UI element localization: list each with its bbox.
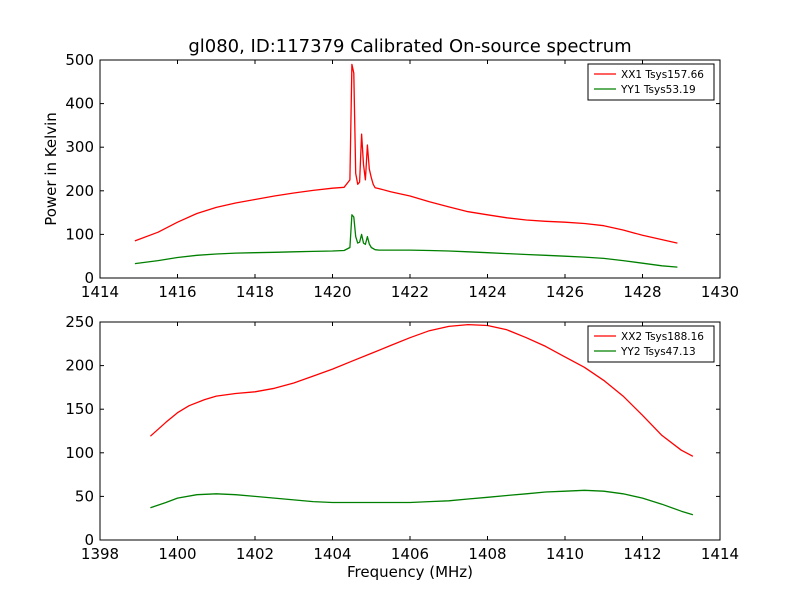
lower-spectrum-plot: 1398 1400 1402 1404 1406 1408 1410 1412 1414 0 50 1…	[65, 313, 739, 581]
x-tick-label: 1398	[81, 545, 119, 563]
x-tick-label: 1404	[313, 545, 351, 563]
x-tick-label: 1416	[158, 283, 196, 301]
x-tick-label: 1414	[701, 545, 739, 563]
x-axis-label: Frequency (MHz)	[347, 563, 473, 581]
x-tick-label: 1402	[236, 545, 274, 563]
y-tick-label: 500	[65, 51, 94, 69]
y-tick-label: 50	[75, 487, 94, 505]
x-tick-label: 1424	[468, 283, 506, 301]
x-tick-label: 1428	[623, 283, 661, 301]
y-tick-label: 400	[65, 95, 94, 113]
y-tick-label: 100	[65, 444, 94, 462]
series-line-xx	[149, 323, 694, 457]
chart-title: gl080, ID:117379 Calibrated On-source sp…	[188, 36, 631, 57]
x-tick-label: 1420	[313, 283, 351, 301]
y-tick-label: 0	[84, 531, 94, 549]
y-axis-label: Power in Kelvin	[42, 112, 60, 226]
x-tick-label: 1410	[546, 545, 584, 563]
x-tick-label: 1430	[701, 283, 739, 301]
x-tick-label: 1408	[468, 545, 506, 563]
upper-spectrum-plot: 1414 1416 1418 1420 1422 1424 1426 1428 1430 0 100…	[42, 36, 739, 301]
x-tick-label: 1422	[391, 283, 429, 301]
legend-box	[587, 63, 715, 101]
x-tick-label: 1414	[81, 283, 119, 301]
x-tick-label: 1426	[546, 283, 584, 301]
legend: XX1 Tsys157.66 YY1 Tsys53.19	[587, 63, 715, 101]
y-tick-label: 250	[65, 313, 94, 331]
x-tick-label: 1400	[158, 545, 196, 563]
series-line-yy	[134, 214, 678, 268]
y-tick-label: 200	[65, 357, 94, 375]
x-tick-label: 1406	[391, 545, 429, 563]
series-line-yy	[150, 489, 694, 516]
x-tick-label: 1418	[236, 283, 274, 301]
y-tick-label: 200	[65, 182, 94, 200]
y-tick-label: 150	[65, 400, 94, 418]
legend-label: XX1 Tsys157.66	[621, 69, 704, 81]
legend-label: YY1 Tsys53.19	[620, 84, 696, 96]
legend-label: XX2 Tsys188.16	[621, 331, 704, 343]
y-tick-label: 300	[65, 138, 94, 156]
series-line-xx	[134, 63, 678, 244]
y-tick-label: 0	[84, 269, 94, 287]
legend: XX2 Tsys188.16 YY2 Tsys47.13	[587, 325, 715, 363]
legend-label: YY2 Tsys47.13	[620, 346, 696, 358]
y-tick-label: 100	[65, 225, 94, 243]
x-tick-label: 1412	[623, 545, 661, 563]
legend-box	[587, 325, 715, 363]
